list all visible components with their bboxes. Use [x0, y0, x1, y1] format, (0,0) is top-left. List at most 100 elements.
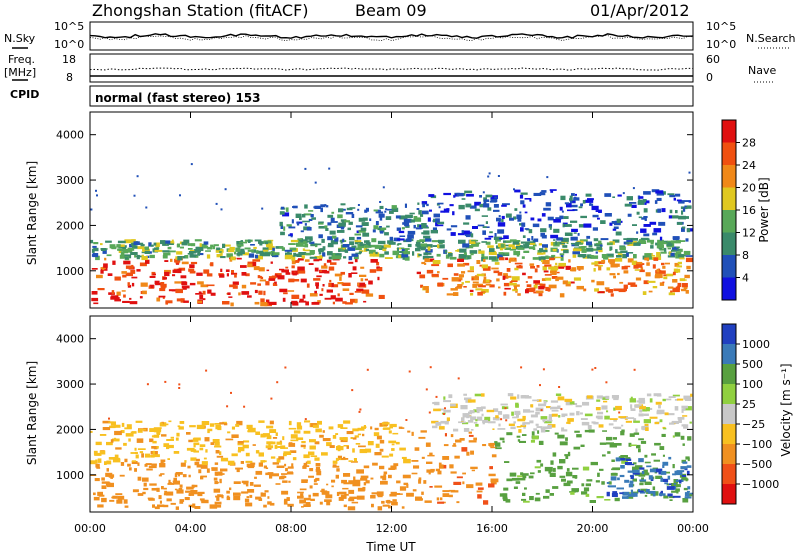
echo-cell [649, 416, 658, 419]
echo-cell [485, 221, 488, 224]
echo-cell [533, 192, 542, 196]
echo-cell [443, 192, 451, 196]
echo-cell [148, 498, 155, 501]
echo-cell [563, 482, 571, 487]
echo-cell [365, 448, 372, 453]
echo-cell [570, 242, 577, 245]
echo-cell [482, 230, 486, 235]
echo-cell [165, 301, 168, 305]
echo-cell [651, 255, 656, 257]
echo-cell [509, 259, 517, 262]
echo-cell [542, 266, 547, 271]
echo-cell [525, 241, 530, 245]
echo-cell [461, 417, 465, 421]
echo-cell [437, 282, 444, 287]
echo-cell [437, 470, 442, 475]
echo-cell [592, 214, 599, 218]
echo-cell [681, 210, 684, 215]
echo-cell [521, 222, 526, 227]
echo-cell [632, 224, 637, 226]
colorbar-tick-label: −100 [742, 438, 772, 451]
echo-cell [149, 483, 157, 486]
echo-cell [237, 443, 244, 446]
echo-cell [543, 270, 549, 273]
echo-cell [111, 295, 119, 298]
echo-cell [606, 436, 613, 441]
echo-cell [490, 446, 497, 449]
echo-cell [491, 454, 497, 458]
echo-cell [679, 240, 686, 242]
echo-cell [134, 468, 137, 472]
echo-cell [318, 221, 324, 224]
echo-cell [262, 433, 270, 437]
echo-cell [337, 214, 343, 219]
echo-cell [194, 256, 199, 258]
echo-cell [305, 502, 311, 506]
echo-cell [467, 255, 470, 260]
echo-cell [118, 244, 125, 247]
echo-cell [595, 480, 600, 483]
echo-cell [645, 489, 650, 493]
echo-cell [549, 469, 553, 472]
echo-cell [662, 464, 665, 468]
echo-cell [608, 481, 612, 485]
echo-cell [504, 461, 510, 463]
echo-cell [671, 249, 677, 252]
echo-cell [269, 301, 277, 305]
echo-cell [675, 239, 681, 244]
echo-cell [666, 273, 674, 277]
echo-cell [538, 440, 544, 445]
echo-cell [370, 244, 379, 248]
echo-cell [379, 248, 385, 250]
echo-cell [598, 209, 602, 213]
echo-cell [552, 452, 557, 457]
echo-cell [397, 247, 399, 252]
echo-cell [91, 291, 98, 295]
echo-cell [558, 266, 565, 269]
echo-cell [649, 221, 657, 225]
echo-cell [681, 279, 687, 281]
echo-cell [376, 435, 382, 440]
echo-cell [131, 239, 136, 243]
echo-cell [565, 455, 569, 459]
echo-cell [654, 275, 660, 279]
echo-cell [669, 483, 672, 486]
echo-cell [511, 276, 520, 281]
echo-cell [675, 193, 681, 197]
echo-cell [483, 276, 487, 281]
echo-cell [315, 463, 321, 467]
echo-cell [559, 441, 568, 446]
echo-cell [680, 466, 687, 470]
echo-cell [302, 294, 306, 299]
echo-cell [494, 233, 497, 237]
echo-cell [632, 238, 638, 241]
echo-cell [644, 423, 649, 427]
echo-cell [223, 244, 231, 247]
echo-cell [607, 451, 611, 454]
echo-cell [124, 257, 129, 260]
echo-cell [593, 248, 599, 251]
echo-cell [613, 226, 619, 229]
echo-cell [385, 208, 388, 211]
echo-cell [305, 236, 313, 240]
echo-cell [505, 414, 509, 418]
echo-cell [442, 490, 450, 493]
echo-cell [669, 194, 675, 198]
echo-cell [316, 275, 322, 278]
echo-cell [184, 497, 190, 501]
echo-cell [300, 238, 304, 243]
echo-cell [117, 495, 125, 500]
echo-cell [201, 499, 209, 504]
echo-cell [490, 197, 498, 203]
echo-cell [469, 205, 477, 209]
echo-cell [266, 441, 273, 445]
echo-cell [347, 506, 356, 511]
echo-cell [638, 448, 641, 453]
echo-cell [538, 256, 546, 261]
echo-cell [415, 247, 421, 252]
colorbar-tick-label: 12 [742, 227, 756, 240]
x-tick-label: 16:00 [476, 522, 508, 535]
echo-cell [504, 407, 507, 410]
echo-cell [565, 401, 573, 406]
echo-cell [93, 242, 99, 245]
